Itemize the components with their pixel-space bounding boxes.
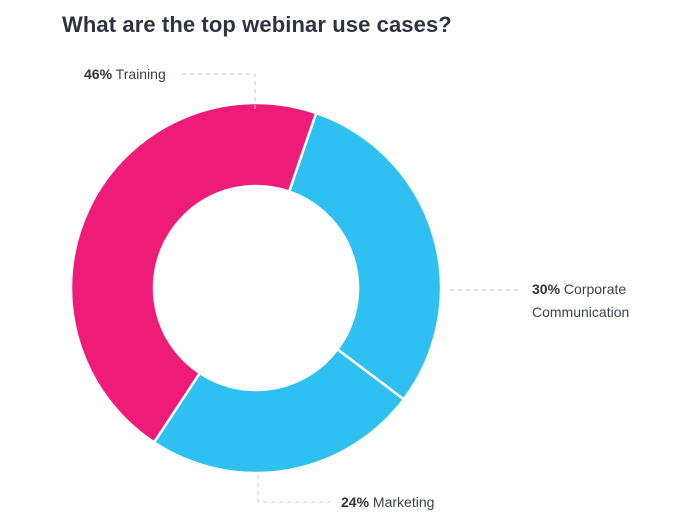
label-marketing: 24% Marketing [341,494,434,510]
leader-lines [182,73,520,503]
label-training-percent: 46% [84,66,113,82]
slice-training [69,101,318,444]
chart-title: What are the top webinar use cases? [62,12,452,37]
slice-marketing [152,348,405,475]
label-corporate-communication: 30% Corporate [532,281,626,297]
label-marketing-text: Marketing [373,494,434,510]
label-corporate-communication-text: Corporate [564,281,626,297]
leader-line-training [182,73,256,112]
leader-line-marketing [257,475,330,503]
donut-slices [69,101,443,475]
label-training: 46% Training [84,66,166,82]
label-training-text: Training [116,66,166,82]
label-marketing-percent: 24% [341,494,370,510]
slice-corporate-communication [287,111,443,401]
label-corporate-communication-line2: Communication [532,304,629,320]
label-corporate-communication-percent: 30% [532,281,561,297]
